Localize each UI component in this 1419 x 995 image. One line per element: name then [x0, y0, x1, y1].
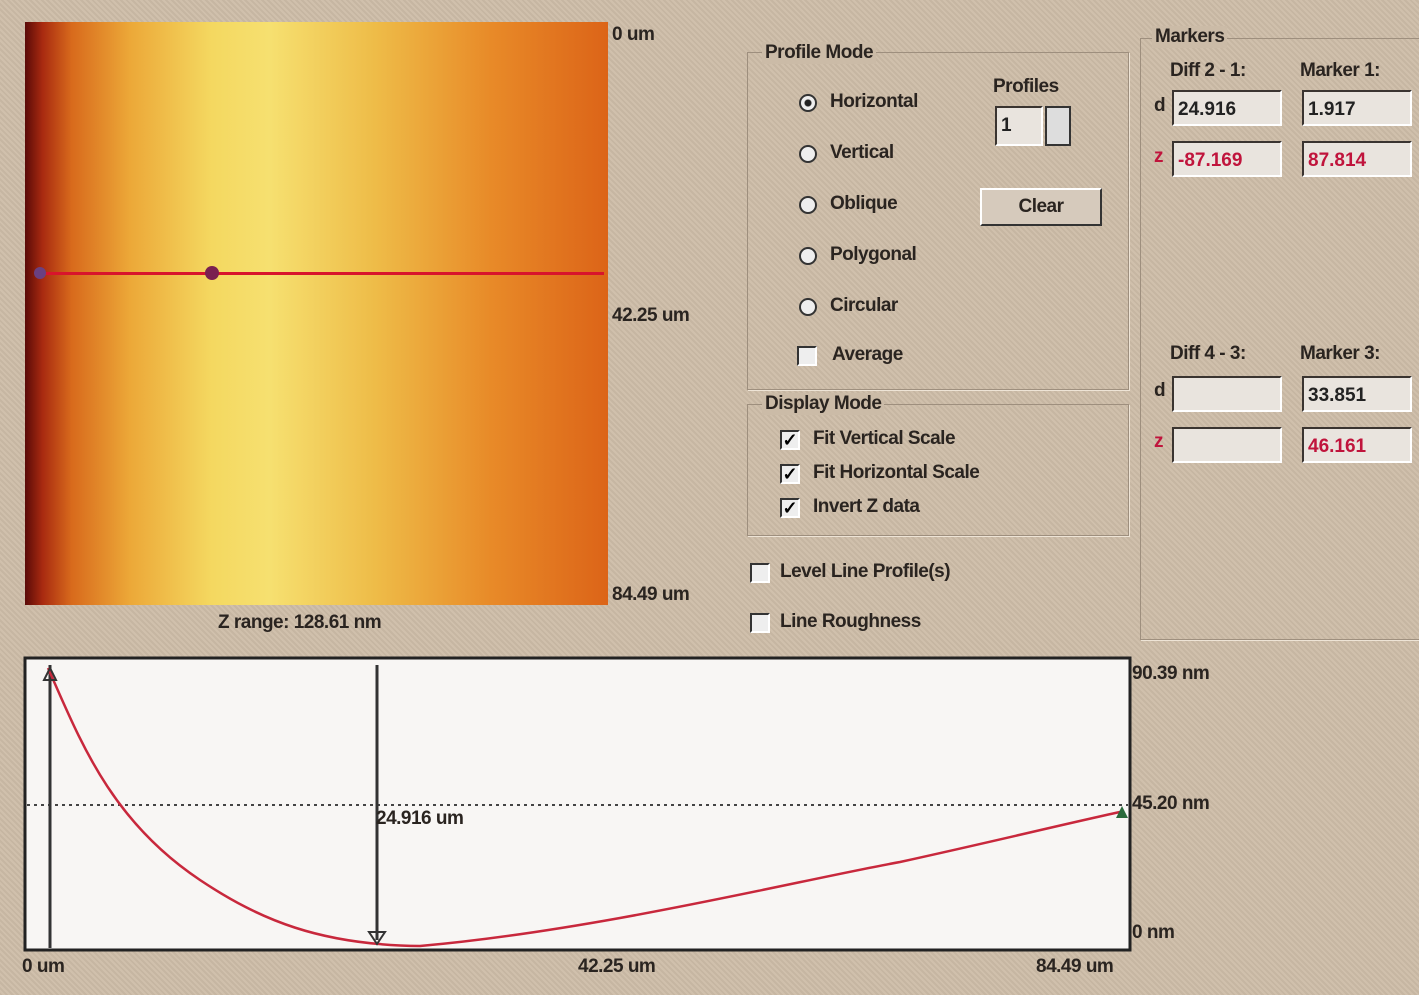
y-label: 90.39 nm — [1132, 663, 1209, 685]
x-label: 42.25 um — [578, 956, 655, 978]
profile-plot — [0, 0, 1419, 995]
y-label: 45.20 nm — [1132, 793, 1209, 815]
x-label: 84.49 um — [1036, 956, 1113, 978]
x-label: 0 um — [22, 956, 64, 978]
app-window: 0 um 42.25 um 84.49 um Z range: 128.61 n… — [0, 0, 1419, 995]
distance-annotation: 24.916 um — [376, 808, 463, 830]
y-label: 0 nm — [1132, 922, 1174, 944]
